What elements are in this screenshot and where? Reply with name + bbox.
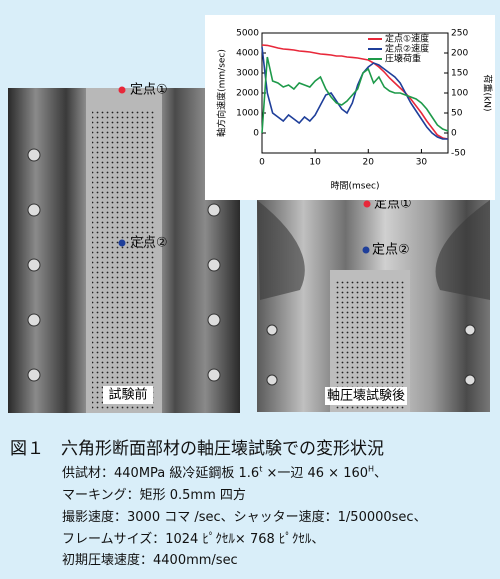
y2-tick-label: 250 [451,29,468,39]
legend-label: 圧壊荷重 [385,53,421,65]
legend-label: 定点①速度 [385,33,429,45]
caption-line: 初期圧壊速度：4400mm/sec [62,553,238,568]
x-axis-label: 時間(msec) [331,181,380,192]
chart: 0 1000 2000 3000 4000 5000 -50 0 50 100 150 200 250 0… [216,29,494,192]
marker-dot [118,239,126,247]
y-tick-label: 0 [253,129,259,139]
x-tick-label: 30 [416,158,428,168]
y-axis-label: 軸方向速度(mm/sec) [216,49,228,137]
text: ×一辺 46 × 160 [262,466,369,481]
y2-tick-label: 100 [451,89,468,99]
y-tick-label: 2000 [236,89,259,99]
y2-tick-label: 200 [451,49,468,59]
series-line [261,44,449,140]
caption-line: 供試材：440MPa 級冷延鋼板 1.6t ×一辺 46 × 160H、 [62,462,387,481]
marker-dot [363,200,371,208]
y-tick-label: 4000 [236,49,259,59]
caption-title: 図１ 六角形断面部材の軸圧壊試験での変形状況 [10,439,384,459]
photo-label: 軸圧壊試験後 [327,388,405,404]
x-tick-label: 20 [363,158,375,168]
x-tick-label: 0 [259,158,265,168]
x-tick-label: 10 [309,158,321,168]
y2-tick-label: 50 [451,109,463,119]
text: 供試材：440MPa 級冷延鋼板 1.6 [62,466,260,481]
label-box [103,386,153,404]
caption-line: マーキング：矩形 0.5mm 四方 [62,488,246,503]
superscript: H [368,464,375,474]
figure: 定点① 定点② 試験前 定点① 定点② 軸圧壊試験後 0100020003000… [8,15,495,413]
marker-dot [118,86,126,94]
photo-before [8,88,240,413]
caption-line: 撮影速度：3000 コマ /sec、シャッター速度：1/50000sec、 [62,510,427,525]
photo-after [257,200,490,412]
series-line [261,56,449,134]
photo-label: 試験前 [108,387,147,403]
y-tick-label: 3000 [236,69,259,79]
caption-line: フレームサイズ：1024 ﾋﾟｸｾﾙ× 768 ﾋﾟｸｾﾙ、 [62,532,325,547]
point-label: 定点① [130,83,168,98]
marker-dot [362,246,370,254]
y2-tick-label: 150 [451,69,468,79]
y2-tick-label: 0 [451,129,457,139]
point-label: 定点② [130,236,168,251]
y-tick-label: 5000 [236,29,259,39]
point-label: 定点② [372,243,410,258]
y2-tick-label: -50 [451,149,466,159]
label-box [325,387,407,405]
superscript: t [259,464,263,474]
y2-axis-label: 荷重(kN) [482,75,494,112]
point-label: 定点① [374,197,412,212]
text: 、 [374,466,388,481]
y-tick-label: 1000 [236,109,259,119]
legend-label: 定点②速度 [385,43,429,55]
series-line [261,46,448,140]
